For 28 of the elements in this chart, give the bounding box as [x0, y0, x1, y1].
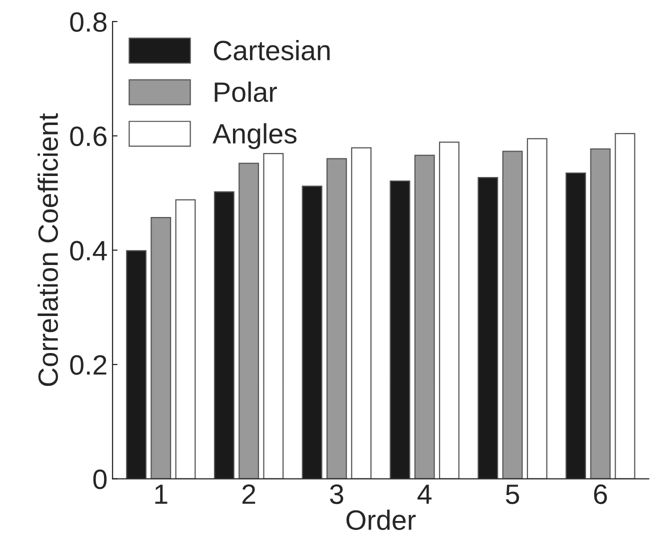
- bar: [414, 154, 435, 479]
- bar: [590, 148, 611, 479]
- bar: [351, 147, 372, 479]
- y-tick-label: 0.2: [70, 355, 106, 375]
- legend-label: Polar: [214, 82, 277, 102]
- y-tick-label: 0.6: [70, 126, 106, 146]
- bar: [150, 217, 172, 479]
- bar: [238, 162, 260, 479]
- x-tick-label: 1: [155, 484, 168, 504]
- legend-label: Angles: [212, 123, 296, 150]
- x-tick-label: 3: [330, 484, 344, 504]
- bar: [175, 199, 196, 479]
- legend-label: Cartesian: [214, 40, 330, 60]
- y-axis-title: Correlation Coefficient: [38, 113, 58, 386]
- x-tick-label: 5: [506, 484, 520, 504]
- bar: [263, 153, 284, 479]
- x-tick-label: 6: [594, 484, 607, 504]
- bar: [614, 133, 636, 479]
- bar: [326, 158, 347, 479]
- y-tick-label: 0.8: [70, 12, 106, 32]
- bar: [502, 150, 523, 479]
- bar: [438, 142, 460, 479]
- x-tick-label: 4: [418, 484, 432, 504]
- y-tick-label: 0: [93, 469, 107, 490]
- x-axis-title: Order: [346, 510, 416, 530]
- bar: [526, 138, 548, 479]
- x-tick-label: 2: [242, 484, 256, 504]
- y-tick-label: 0.4: [70, 240, 107, 261]
